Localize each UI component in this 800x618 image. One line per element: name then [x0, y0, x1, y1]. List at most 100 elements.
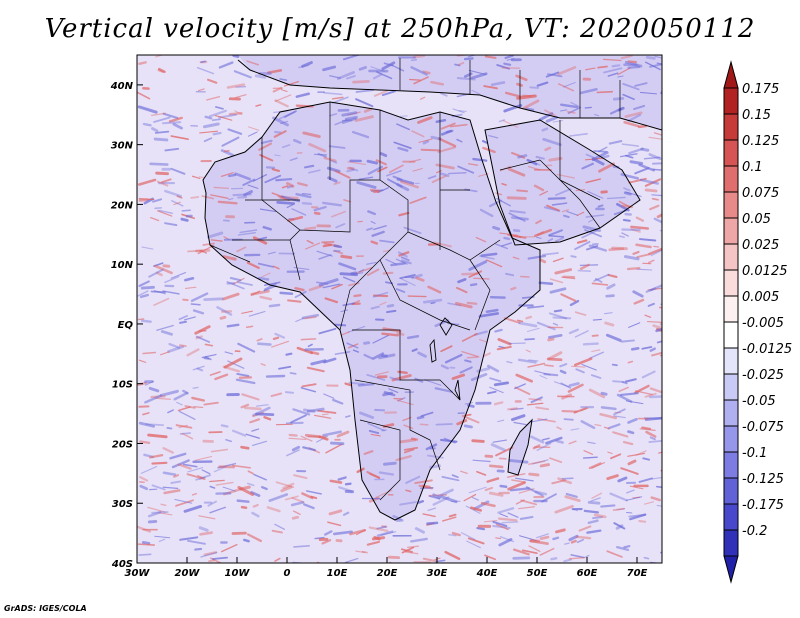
velocity-streak	[372, 352, 385, 360]
velocity-streak	[498, 538, 513, 547]
velocity-streak	[288, 437, 307, 441]
velocity-streak	[581, 363, 597, 371]
velocity-streak	[521, 549, 538, 554]
velocity-streak	[259, 295, 273, 301]
velocity-streak	[196, 66, 215, 75]
velocity-streak	[537, 418, 556, 423]
velocity-streak	[256, 338, 263, 342]
velocity-streak	[652, 324, 662, 330]
velocity-streak	[600, 504, 616, 508]
velocity-streak	[422, 139, 430, 145]
velocity-streak	[164, 189, 183, 198]
velocity-streak	[563, 558, 572, 563]
velocity-streak	[606, 474, 619, 481]
velocity-streak	[451, 474, 459, 479]
velocity-streak	[373, 89, 388, 97]
interior-borders	[209, 58, 621, 501]
velocity-streak	[406, 545, 420, 549]
velocity-streak	[651, 194, 662, 197]
velocity-streak	[640, 147, 650, 152]
velocity-streak	[149, 162, 169, 166]
velocity-streak	[515, 74, 528, 82]
velocity-streak	[658, 451, 662, 454]
velocity-streak	[515, 499, 525, 505]
velocity-streak	[138, 553, 152, 556]
velocity-streak	[344, 557, 359, 563]
velocity-streak	[630, 228, 641, 233]
velocity-streak	[499, 484, 508, 489]
velocity-streak	[352, 349, 360, 353]
velocity-streak	[639, 91, 658, 95]
velocity-streak	[649, 436, 656, 441]
velocity-streak	[227, 360, 245, 369]
velocity-streak	[482, 352, 491, 358]
velocity-streak	[214, 115, 233, 121]
velocity-streak	[607, 72, 619, 77]
velocity-streak	[169, 452, 187, 460]
velocity-streak	[612, 431, 629, 438]
velocity-streak	[420, 411, 434, 417]
velocity-streak	[334, 350, 351, 356]
velocity-streak	[505, 272, 515, 277]
velocity-streak	[641, 346, 653, 350]
velocity-streak	[286, 204, 294, 209]
velocity-streak	[251, 511, 260, 518]
velocity-streak	[378, 353, 396, 360]
velocity-streak	[279, 78, 288, 81]
velocity-streak	[166, 427, 173, 430]
velocity-streak	[366, 374, 386, 381]
velocity-streak	[213, 186, 230, 190]
velocity-streak	[298, 64, 310, 69]
velocity-streak	[302, 446, 316, 452]
velocity-streak	[422, 513, 436, 518]
velocity-streak	[369, 188, 381, 193]
colorbar-swatch	[723, 139, 739, 167]
velocity-streak	[548, 312, 568, 320]
velocity-streak	[563, 214, 570, 219]
velocity-streak	[507, 167, 526, 177]
velocity-streak	[170, 271, 187, 279]
velocity-streak	[506, 360, 513, 364]
velocity-streak	[345, 415, 351, 418]
velocity-streak	[541, 437, 550, 441]
velocity-streak	[137, 318, 145, 321]
velocity-streak	[379, 152, 388, 158]
velocity-streak	[431, 174, 447, 184]
velocity-streak	[406, 334, 420, 340]
velocity-streak	[545, 436, 563, 445]
map-plot-area	[136, 54, 663, 564]
velocity-streak	[343, 199, 352, 203]
velocity-streak	[650, 249, 662, 257]
velocity-streak	[278, 365, 292, 370]
velocity-streak	[226, 323, 240, 328]
velocity-streak	[168, 116, 183, 123]
velocity-streak	[621, 232, 629, 237]
velocity-streak	[542, 252, 559, 256]
velocity-streak	[228, 111, 243, 116]
velocity-streak	[603, 426, 610, 430]
velocity-streak	[643, 501, 654, 505]
velocity-streak	[562, 81, 576, 88]
velocity-streak	[485, 308, 499, 313]
velocity-streak	[368, 429, 380, 435]
velocity-streak	[174, 498, 193, 504]
velocity-streak	[404, 551, 419, 555]
velocity-streak	[358, 65, 367, 71]
velocity-streak	[306, 407, 325, 413]
velocity-streak	[524, 338, 535, 341]
velocity-streak	[581, 162, 594, 170]
velocity-streak	[164, 222, 178, 227]
velocity-streak	[583, 509, 600, 514]
velocity-streak	[471, 89, 480, 95]
velocity-streak	[318, 327, 337, 335]
velocity-streak	[140, 319, 152, 323]
velocity-streak	[399, 501, 417, 506]
velocity-streak	[199, 531, 213, 536]
velocity-streak	[206, 78, 218, 84]
velocity-streak	[209, 479, 225, 483]
lat-tick-label: EQ	[118, 320, 134, 331]
velocity-streak	[173, 201, 181, 206]
velocity-streak	[352, 80, 370, 84]
velocity-streak	[507, 512, 519, 518]
velocity-streak	[412, 167, 423, 172]
